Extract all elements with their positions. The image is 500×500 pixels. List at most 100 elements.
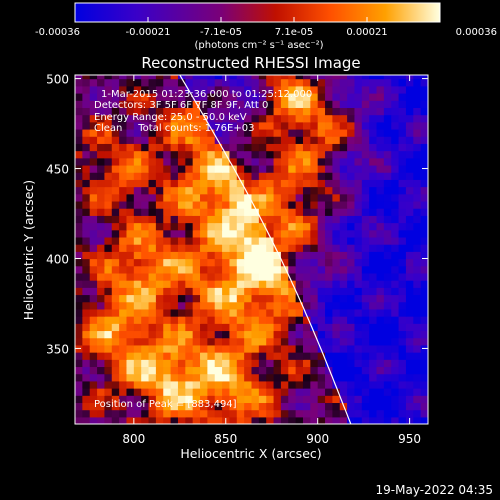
heatmap-cell: [295, 352, 304, 360]
heatmap-cell: [325, 272, 333, 281]
heatmap-cell: [229, 229, 238, 238]
heatmap-cell: [251, 409, 260, 418]
heatmap-cell: [251, 316, 260, 324]
heatmap-cell: [339, 229, 348, 238]
heatmap-cell: [185, 366, 194, 375]
heatmap-cell: [229, 236, 238, 245]
heatmap-cell: [258, 107, 267, 116]
heatmap-cell: [369, 136, 378, 144]
heatmap-cell: [177, 330, 186, 339]
heatmap-cell: [214, 236, 223, 245]
heatmap-cell: [236, 244, 245, 252]
heatmap-cell: [244, 114, 253, 123]
heatmap-cell: [236, 128, 245, 137]
heatmap-cell: [376, 193, 385, 202]
heatmap-cell: [111, 258, 120, 267]
heatmap-cell: [280, 186, 289, 195]
heatmap-cell: [420, 200, 428, 209]
heatmap-cell: [354, 85, 363, 94]
heatmap-cell: [266, 330, 275, 339]
heatmap-cell: [280, 308, 289, 317]
heatmap-cell: [200, 265, 208, 274]
heatmap-cell: [155, 287, 164, 296]
heatmap-cell: [258, 136, 267, 144]
heatmap-cell: [200, 301, 208, 310]
heatmap-cell: [177, 78, 186, 87]
heatmap-cell: [383, 294, 392, 303]
heatmap-cell: [177, 416, 186, 424]
heatmap-cell: [295, 287, 304, 296]
heatmap-cell: [405, 92, 414, 101]
heatmap-cell: [405, 172, 414, 180]
heatmap-cell: [288, 244, 297, 252]
heatmap-cell: [222, 280, 231, 288]
heatmap-cell: [266, 114, 275, 123]
heatmap-cell: [302, 78, 311, 87]
heatmap-cell: [332, 107, 341, 116]
heatmap-cell: [75, 186, 83, 195]
heatmap-cell: [420, 128, 428, 137]
heatmap-cell: [266, 85, 275, 94]
heatmap-cell: [229, 179, 238, 188]
heatmap-cell: [405, 107, 414, 116]
heatmap-cell: [398, 287, 407, 296]
heatmap-cell: [258, 323, 267, 332]
heatmap-cell: [244, 416, 253, 424]
heatmap-cell: [104, 164, 113, 173]
heatmap-cell: [339, 359, 348, 368]
heatmap-cell: [222, 179, 231, 188]
heatmap-cell: [111, 251, 120, 260]
heatmap-cell: [236, 75, 245, 80]
heatmap-cell: [310, 380, 319, 389]
heatmap-cell: [420, 92, 428, 101]
heatmap-cell: [141, 107, 150, 116]
heatmap-cell: [258, 344, 267, 353]
heatmap-cell: [244, 164, 253, 173]
heatmap-cell: [148, 200, 157, 209]
heatmap-cell: [251, 280, 260, 288]
heatmap-cell: [155, 344, 164, 353]
heatmap-cell: [310, 287, 319, 296]
heatmap-cell: [244, 236, 253, 245]
heatmap-cell: [111, 78, 120, 87]
heatmap-cell: [207, 388, 216, 396]
heatmap-cell: [405, 366, 414, 375]
heatmap-cell: [104, 143, 113, 152]
heatmap-cell: [369, 352, 378, 360]
heatmap-cell: [214, 373, 223, 382]
heatmap-cell: [420, 136, 428, 144]
heatmap-cell: [288, 308, 297, 317]
heatmap-cell: [405, 150, 414, 159]
heatmap-cell: [251, 100, 260, 108]
colorbar-tick-label: -0.00021: [126, 27, 171, 38]
heatmap-cell: [273, 100, 282, 108]
heatmap-cell: [302, 316, 311, 324]
heatmap-cell: [398, 136, 407, 144]
heatmap-cell: [361, 208, 370, 216]
heatmap-cell: [391, 157, 400, 166]
heatmap-cell: [391, 330, 400, 339]
heatmap-cell: [273, 352, 282, 360]
heatmap-cell: [405, 200, 414, 209]
heatmap-cell: [214, 136, 223, 144]
heatmap-cell: [155, 316, 164, 324]
heatmap-cell: [141, 373, 150, 382]
heatmap-cell: [119, 344, 128, 353]
heatmap-cell: [413, 150, 422, 159]
heatmap-cell: [192, 172, 201, 180]
heatmap-cell: [229, 280, 238, 288]
heatmap-cell: [354, 344, 363, 353]
colorbar-tick-label: 7.1e-05: [275, 27, 313, 38]
heatmap-cell: [126, 78, 135, 87]
heatmap-cell: [295, 85, 304, 94]
heatmap-cell: [354, 114, 363, 123]
heatmap-cell: [97, 359, 106, 368]
heatmap-cell: [75, 359, 83, 368]
heatmap-cell: [398, 186, 407, 195]
heatmap-cell: [222, 100, 231, 108]
heatmap-cell: [155, 380, 164, 389]
heatmap-cell: [258, 222, 267, 231]
heatmap-cell: [383, 193, 392, 202]
heatmap-cell: [280, 301, 289, 310]
heatmap-cell: [192, 114, 201, 123]
